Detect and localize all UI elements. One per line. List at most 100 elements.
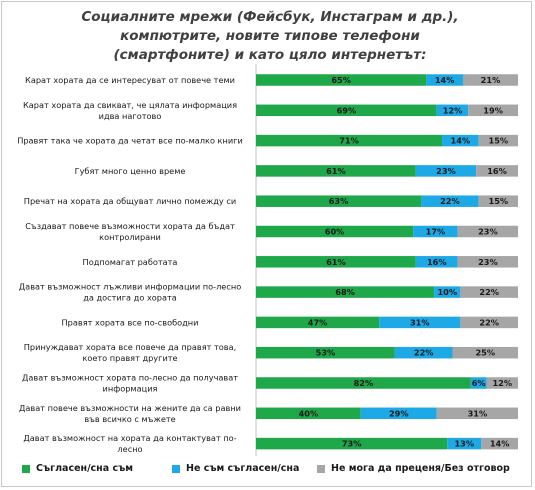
category-label: Създават повече възможности хората да бъ…: [25, 221, 235, 242]
bar-no-answer: [436, 407, 518, 420]
category-label: Правят така че хората да четат все по-ма…: [17, 136, 243, 146]
bar-no-answer: [468, 104, 518, 117]
data-label-disagree: 12%: [443, 105, 463, 115]
legend-swatch-no-answer: [317, 464, 325, 473]
data-label-disagree: 22%: [414, 348, 434, 358]
bar-disagree: [415, 256, 458, 268]
bar-disagree: [413, 225, 458, 238]
data-label-disagree: 29%: [389, 408, 409, 418]
data-label-agree: 73%: [342, 439, 362, 449]
chart-title: Социалните мрежи (Фейсбук, Инстаграм и д…: [81, 9, 459, 63]
bar-agree: [256, 346, 395, 359]
data-label-no-answer: 15%: [489, 136, 509, 146]
data-label-agree: 82%: [354, 378, 374, 388]
category-label: Принуждават хората все повече да правят …: [24, 342, 236, 363]
bar-no-answer: [457, 225, 518, 238]
category-label: Правят хората все по-свободни: [62, 317, 199, 327]
data-label-disagree: 10%: [437, 287, 457, 297]
bar-disagree: [394, 346, 453, 359]
category-label: Дават възможност на хората да контактува…: [23, 433, 236, 454]
data-label-agree: 53%: [316, 348, 336, 358]
bar-disagree: [421, 195, 479, 207]
bar-agree: [256, 134, 443, 147]
bar-agree: [256, 407, 361, 420]
data-label-no-answer: 14%: [490, 439, 510, 449]
data-label-agree: 69%: [337, 105, 357, 115]
bar-no-answer: [460, 286, 518, 298]
legend-swatch-agree: [22, 464, 30, 473]
data-label-no-answer: 21%: [481, 75, 501, 85]
category-label: Дават възможност лъжливи информации по-л…: [19, 282, 241, 303]
data-label-no-answer: 22%: [479, 317, 499, 327]
data-label-no-answer: 23%: [478, 227, 498, 237]
bar-agree: [256, 225, 414, 238]
data-label-disagree: 14%: [435, 75, 455, 85]
bar-disagree: [470, 377, 487, 389]
bar-no-answer: [476, 165, 518, 177]
bar-no-answer: [478, 134, 518, 147]
bar-agree: [256, 104, 437, 117]
bar-agree: [256, 74, 427, 86]
data-label-disagree: 16%: [427, 257, 447, 267]
data-label-agree: 65%: [331, 75, 351, 85]
data-label-disagree: 6%: [472, 378, 486, 388]
legend-label-no-answer: Не мога да преценя/Без отговор: [331, 463, 510, 474]
bar-disagree: [379, 316, 461, 329]
bar-agree: [256, 316, 380, 329]
bar-no-answer: [457, 256, 518, 268]
bar-no-answer: [452, 346, 518, 359]
data-label-agree: 47%: [308, 317, 328, 327]
category-label: Дават възможност хората по-лесно да полу…: [22, 373, 238, 394]
bar-no-answer: [478, 195, 518, 207]
data-label-no-answer: 15%: [489, 196, 509, 206]
data-label-disagree: 14%: [451, 136, 471, 146]
bar-agree: [256, 377, 471, 389]
data-label-no-answer: 16%: [487, 166, 507, 176]
bar-disagree: [447, 437, 482, 450]
bar-disagree: [415, 165, 477, 177]
bar-disagree: [442, 134, 479, 147]
legend-swatch-disagree: [172, 464, 180, 473]
legend: Съгласен/сна съм Не съм съгласен/сна Не …: [22, 463, 522, 479]
legend-item-no-answer: Не мога да преценя/Без отговор: [317, 463, 510, 474]
data-label-agree: 68%: [335, 287, 355, 297]
data-label-no-answer: 25%: [475, 348, 495, 358]
category-label: Карат хората да се интересуват от повече…: [25, 75, 235, 85]
category-label: Пречат на хората да общуват лично помежд…: [24, 196, 236, 206]
data-label-disagree: 31%: [410, 317, 430, 327]
bar-agree: [256, 286, 435, 298]
data-label-agree: 40%: [299, 408, 319, 418]
category-label: Карат хората да свикват, че цялата инфор…: [23, 100, 237, 121]
bar-no-answer: [486, 377, 518, 389]
legend-item-agree: Съгласен/сна съм: [22, 463, 133, 474]
data-label-agree: 63%: [329, 196, 349, 206]
data-label-disagree: 17%: [426, 227, 446, 237]
category-label: Дават повече възможности на жените да са…: [19, 403, 241, 424]
legend-item-disagree: Не съм съгласен/сна: [172, 463, 299, 474]
legend-label-disagree: Не съм съгласен/сна: [186, 463, 300, 474]
data-label-disagree: 13%: [454, 439, 474, 449]
data-label-agree: 61%: [326, 257, 346, 267]
bar-no-answer: [460, 316, 518, 329]
bar-disagree: [436, 104, 469, 117]
data-label-agree: 60%: [325, 227, 345, 237]
bar-agree: [256, 195, 422, 207]
category-label: Подпомагат работата: [83, 257, 178, 267]
data-label-no-answer: 23%: [478, 257, 498, 267]
data-label-agree: 61%: [326, 166, 346, 176]
data-label-no-answer: 19%: [483, 105, 503, 115]
data-label-no-answer: 12%: [492, 378, 512, 388]
bar-disagree: [434, 286, 461, 298]
category-label: Губят много ценно време: [75, 166, 186, 176]
data-label-no-answer: 31%: [468, 408, 488, 418]
bar-agree: [256, 437, 448, 450]
bar-disagree: [426, 74, 463, 86]
data-label-disagree: 23%: [436, 166, 456, 176]
bar-agree: [256, 165, 416, 177]
legend-label-agree: Съгласен/сна съм: [36, 463, 133, 474]
data-label-agree: 71%: [339, 136, 359, 146]
data-label-no-answer: 22%: [479, 287, 499, 297]
bar-no-answer: [462, 74, 518, 86]
